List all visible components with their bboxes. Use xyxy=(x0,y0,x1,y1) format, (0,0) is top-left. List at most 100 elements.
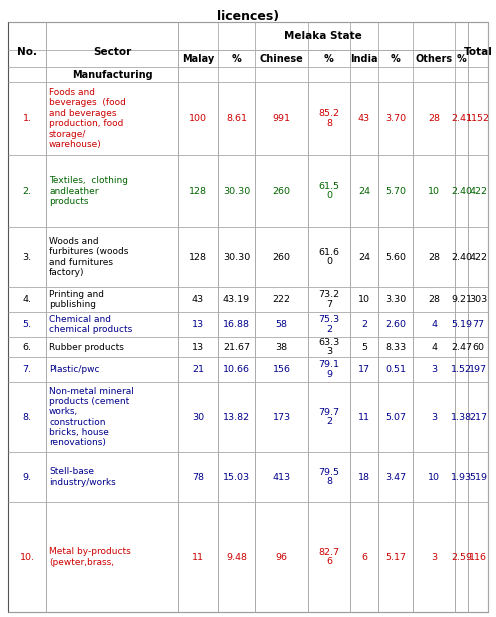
Text: 30.30: 30.30 xyxy=(223,252,250,262)
Text: 5.: 5. xyxy=(22,320,32,329)
Text: 260: 260 xyxy=(272,252,291,262)
Text: Melaka State: Melaka State xyxy=(284,31,362,41)
Text: Foods and
beverages  (food
and beverages
production, food
storage/
warehouse): Foods and beverages (food and beverages … xyxy=(49,88,126,149)
Text: 11: 11 xyxy=(358,413,370,421)
Text: Chinese: Chinese xyxy=(259,54,304,64)
Text: Manufacturing: Manufacturing xyxy=(72,70,152,80)
Text: 28: 28 xyxy=(428,295,440,304)
Text: Rubber products: Rubber products xyxy=(49,342,124,352)
Text: 28: 28 xyxy=(428,252,440,262)
Text: 17: 17 xyxy=(358,365,370,374)
Text: 173: 173 xyxy=(272,413,291,421)
Text: 5.19: 5.19 xyxy=(451,320,472,329)
Text: Chemical and
chemical products: Chemical and chemical products xyxy=(49,315,132,334)
Text: 18: 18 xyxy=(358,473,370,481)
Text: 1.52: 1.52 xyxy=(451,365,472,374)
Text: licences): licences) xyxy=(217,10,279,23)
Text: 79.1
9: 79.1 9 xyxy=(318,360,339,379)
Text: 58: 58 xyxy=(275,320,288,329)
Text: 156: 156 xyxy=(272,365,291,374)
Text: 24: 24 xyxy=(358,186,370,196)
Text: 3.70: 3.70 xyxy=(385,114,406,123)
Text: 4.: 4. xyxy=(22,295,32,304)
Text: 61.5
0: 61.5 0 xyxy=(318,181,339,201)
Text: 991: 991 xyxy=(272,114,291,123)
Text: 6.: 6. xyxy=(22,342,32,352)
Text: 422: 422 xyxy=(469,186,487,196)
Text: Printing and
publishing: Printing and publishing xyxy=(49,290,104,309)
Text: 2: 2 xyxy=(361,320,367,329)
Text: 8.: 8. xyxy=(22,413,32,421)
Text: Total: Total xyxy=(464,47,493,57)
Text: 79.7
2: 79.7 2 xyxy=(318,408,339,426)
Text: 2.60: 2.60 xyxy=(385,320,406,329)
Text: 2.59: 2.59 xyxy=(451,552,472,561)
Text: Woods and
furbitures (woods
and furnitures
factory): Woods and furbitures (woods and furnitur… xyxy=(49,237,128,277)
Text: %: % xyxy=(391,54,400,64)
Text: 2.40: 2.40 xyxy=(451,186,472,196)
Text: 11: 11 xyxy=(192,552,204,561)
Text: 2.40: 2.40 xyxy=(451,252,472,262)
Text: 4: 4 xyxy=(431,320,437,329)
Text: 96: 96 xyxy=(275,552,288,561)
Text: 85.2
8: 85.2 8 xyxy=(318,109,339,128)
Text: 5: 5 xyxy=(361,342,367,352)
Text: 2.41: 2.41 xyxy=(451,114,472,123)
Text: 1152: 1152 xyxy=(466,114,490,123)
Text: India: India xyxy=(350,54,378,64)
Text: 8.33: 8.33 xyxy=(385,342,406,352)
Text: 222: 222 xyxy=(272,295,291,304)
Text: 260: 260 xyxy=(272,186,291,196)
Text: 9.21: 9.21 xyxy=(451,295,472,304)
Text: %: % xyxy=(232,54,242,64)
Text: 82.7
6: 82.7 6 xyxy=(318,548,339,566)
Text: 5.70: 5.70 xyxy=(385,186,406,196)
Text: 100: 100 xyxy=(189,114,207,123)
Text: Malay: Malay xyxy=(182,54,214,64)
Text: 38: 38 xyxy=(275,342,288,352)
Text: Others: Others xyxy=(416,54,452,64)
Text: 10: 10 xyxy=(428,473,440,481)
Text: 5.17: 5.17 xyxy=(385,552,406,561)
Text: 303: 303 xyxy=(469,295,487,304)
Text: 9.48: 9.48 xyxy=(226,552,247,561)
Text: 3: 3 xyxy=(431,413,437,421)
Text: 8.61: 8.61 xyxy=(226,114,247,123)
Text: 3: 3 xyxy=(431,365,437,374)
Text: 10.: 10. xyxy=(19,552,35,561)
Text: 1.93: 1.93 xyxy=(451,473,472,481)
Text: No.: No. xyxy=(17,47,37,57)
Text: 1.38: 1.38 xyxy=(451,413,472,421)
Text: 3.30: 3.30 xyxy=(385,295,406,304)
Text: Plastic/pwc: Plastic/pwc xyxy=(49,365,100,374)
Text: 13: 13 xyxy=(192,320,204,329)
Text: 6: 6 xyxy=(361,552,367,561)
Text: 13.82: 13.82 xyxy=(223,413,250,421)
Text: 21: 21 xyxy=(192,365,204,374)
Text: 10: 10 xyxy=(358,295,370,304)
Text: 217: 217 xyxy=(469,413,487,421)
Text: 197: 197 xyxy=(469,365,487,374)
Text: 30: 30 xyxy=(192,413,204,421)
Text: 3.47: 3.47 xyxy=(385,473,406,481)
Text: 73.2
7: 73.2 7 xyxy=(318,290,340,309)
Text: 77: 77 xyxy=(472,320,484,329)
Text: 61.6
0: 61.6 0 xyxy=(318,247,339,267)
Text: 9.: 9. xyxy=(22,473,32,481)
Text: Metal by-products
(pewter,brass,: Metal by-products (pewter,brass, xyxy=(49,547,131,566)
Text: 4: 4 xyxy=(431,342,437,352)
Text: 0.51: 0.51 xyxy=(385,365,406,374)
Text: 3.: 3. xyxy=(22,252,32,262)
Text: 63.3
3: 63.3 3 xyxy=(318,337,340,357)
Text: 2.47: 2.47 xyxy=(451,342,472,352)
Text: 13: 13 xyxy=(192,342,204,352)
Text: 128: 128 xyxy=(189,252,207,262)
Text: 3: 3 xyxy=(431,552,437,561)
Text: 43: 43 xyxy=(192,295,204,304)
Text: 78: 78 xyxy=(192,473,204,481)
Text: 5.60: 5.60 xyxy=(385,252,406,262)
Text: Non-metal mineral
products (cement
works,
construction
bricks, house
renovations: Non-metal mineral products (cement works… xyxy=(49,386,134,447)
Text: 10: 10 xyxy=(428,186,440,196)
Text: 422: 422 xyxy=(469,252,487,262)
Text: 10.66: 10.66 xyxy=(223,365,250,374)
